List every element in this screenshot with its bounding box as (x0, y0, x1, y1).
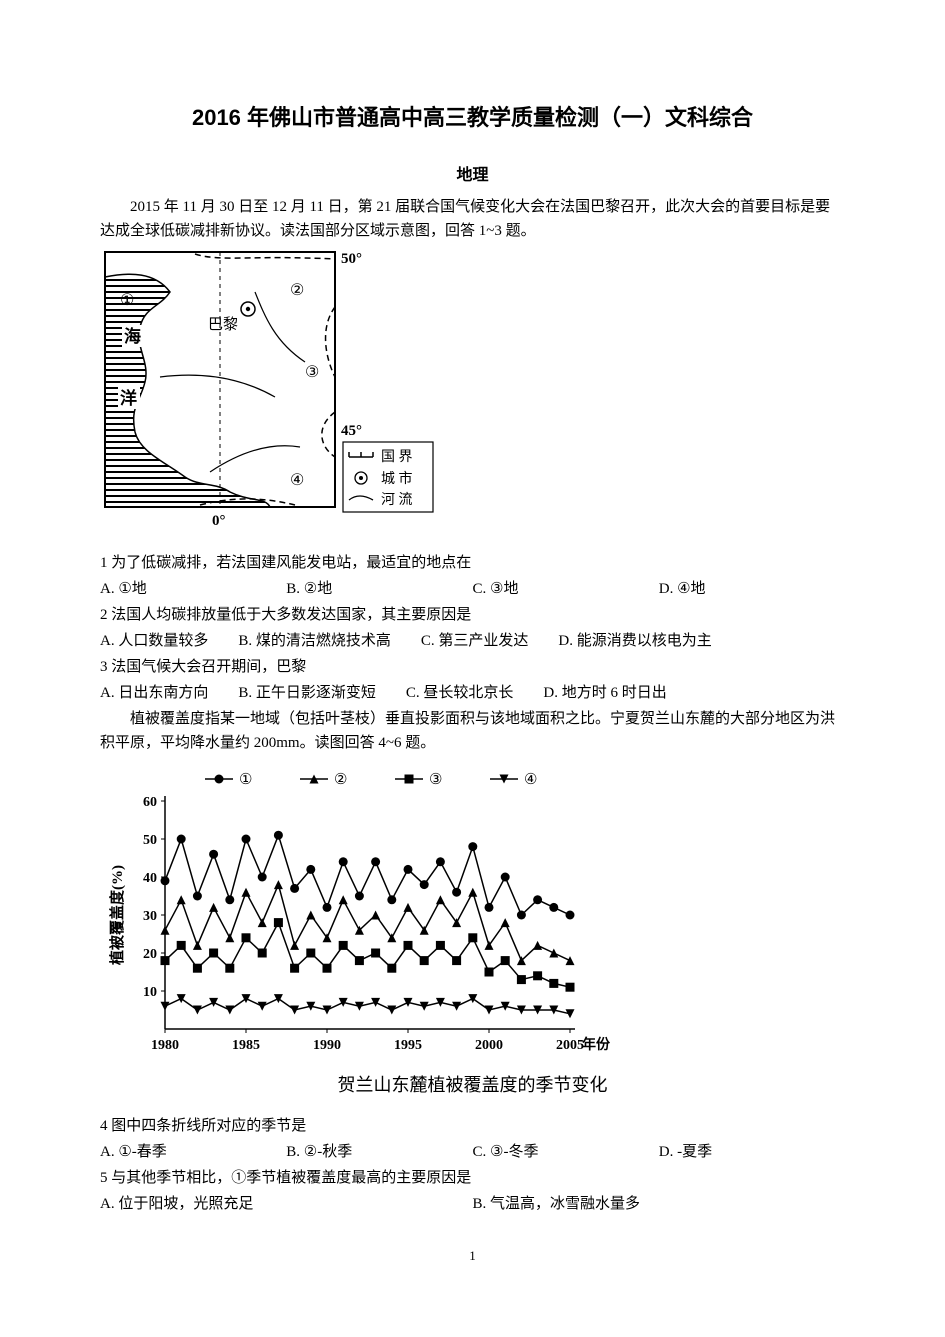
q1-opt-b: B. ②地 (286, 577, 472, 601)
svg-text:60: 60 (143, 795, 157, 810)
vegetation-chart-svg: 10 20 30 40 50 60 1980 1985 1990 1995 2000 2005年份 植被… (100, 759, 620, 1059)
q3-opt-b: B. 正午日影逐渐变短 (238, 681, 406, 705)
svg-text:50°: 50° (341, 251, 362, 267)
svg-text:①: ① (239, 772, 252, 788)
svg-text:巴黎: 巴黎 (208, 316, 238, 333)
svg-text:1990: 1990 (313, 1038, 341, 1053)
intro-paragraph-1: 2015 年 11 月 30 日至 12 月 11 日，第 21 届联合国气候变… (100, 195, 845, 243)
page-number: 1 (100, 1246, 845, 1267)
page-title: 2016 年佛山市普通高中高三教学质量检测（一）文科综合 (100, 100, 845, 135)
q3-opt-d: D. 地方时 6 时日出 (543, 681, 696, 705)
svg-text:③: ③ (305, 364, 319, 381)
svg-text:1995: 1995 (394, 1038, 422, 1053)
svg-text:④: ④ (290, 472, 304, 489)
svg-text:植被覆盖度(%): 植被覆盖度(%) (108, 865, 126, 965)
svg-text:河 流: 河 流 (381, 492, 413, 508)
subject-heading: 地理 (100, 163, 845, 189)
svg-text:50: 50 (143, 833, 157, 848)
svg-text:②: ② (334, 772, 347, 788)
chart-caption: 贺兰山东麓植被覆盖度的季节变化 (100, 1071, 845, 1100)
vegetation-chart-figure: 10 20 30 40 50 60 1980 1985 1990 1995 2000 2005年份 植被… (100, 759, 845, 1100)
question-4: 4 图中四条折线所对应的季节是 A. ①-春季 B. ②-秋季 C. ③-冬季 … (100, 1114, 845, 1164)
svg-text:20: 20 (143, 947, 157, 962)
svg-text:城 市: 城 市 (381, 470, 413, 487)
question-2: 2 法国人均碳排放量低于大多数发达国家，其主要原因是 A. 人口数量较多 B. … (100, 603, 845, 653)
svg-text:④: ④ (524, 772, 537, 788)
svg-text:40: 40 (143, 871, 157, 886)
question-5: 5 与其他季节相比，①季节植被覆盖度最高的主要原因是 A. 位于阳坡，光照充足 … (100, 1166, 845, 1216)
question-1: 1 为了低碳减排，若法国建风能发电站，最适宜的地点在 A. ①地 B. ②地 C… (100, 551, 845, 601)
q1-stem: 1 为了低碳减排，若法国建风能发电站，最适宜的地点在 (100, 551, 845, 575)
intro-paragraph-2: 植被覆盖度指某一地域（包括叶茎枝）垂直投影面积与该地域面积之比。宁夏贺兰山东麓的… (100, 707, 845, 755)
q2-stem: 2 法国人均碳排放量低于大多数发达国家，其主要原因是 (100, 603, 845, 627)
q4-opt-a: A. ①-春季 (100, 1140, 286, 1164)
q4-opt-c: C. ③-冬季 (473, 1140, 659, 1164)
svg-text:年份: 年份 (582, 1036, 611, 1053)
svg-text:海: 海 (124, 326, 141, 346)
q2-opt-c: C. 第三产业发达 (421, 629, 559, 653)
france-map-figure: 50° 45° 0° 巴黎 ① ② ③ ④ 海洋国 界城 市河 流 (100, 247, 845, 545)
svg-text:①: ① (120, 292, 134, 309)
svg-text:30: 30 (143, 909, 157, 924)
svg-text:2000: 2000 (475, 1038, 503, 1053)
svg-text:2005: 2005 (556, 1038, 584, 1053)
svg-text:洋: 洋 (120, 388, 137, 408)
svg-text:②: ② (290, 282, 304, 299)
svg-text:10: 10 (143, 985, 157, 1000)
q1-opt-d: D. ④地 (659, 577, 845, 601)
france-map-svg: 50° 45° 0° 巴黎 ① ② ③ ④ 海洋国 界城 市河 流 (100, 247, 435, 537)
q1-opt-a: A. ①地 (100, 577, 286, 601)
svg-text:国 界: 国 界 (381, 450, 413, 465)
svg-text:45°: 45° (341, 423, 362, 439)
svg-text:0°: 0° (212, 513, 226, 529)
q3-opt-c: C. 昼长较北京长 (406, 681, 544, 705)
q2-opt-a: A. 人口数量较多 (100, 629, 238, 653)
q5-opt-a: A. 位于阳坡，光照充足 (100, 1192, 473, 1216)
svg-text:③: ③ (429, 772, 442, 788)
q3-stem: 3 法国气候大会召开期间，巴黎 (100, 655, 845, 679)
q2-opt-d: D. 能源消费以核电为主 (558, 629, 741, 653)
q4-opt-d: D. -夏季 (659, 1140, 845, 1164)
q1-opt-c: C. ③地 (473, 577, 659, 601)
q5-stem: 5 与其他季节相比，①季节植被覆盖度最高的主要原因是 (100, 1166, 845, 1190)
q3-opt-a: A. 日出东南方向 (100, 681, 238, 705)
q5-opt-b: B. 气温高，冰雪融水量多 (473, 1192, 846, 1216)
svg-text:1980: 1980 (151, 1038, 179, 1053)
question-3: 3 法国气候大会召开期间，巴黎 A. 日出东南方向 B. 正午日影逐渐变短 C.… (100, 655, 845, 705)
q4-opt-b: B. ②-秋季 (286, 1140, 472, 1164)
q4-stem: 4 图中四条折线所对应的季节是 (100, 1114, 845, 1138)
q2-opt-b: B. 煤的清洁燃烧技术高 (238, 629, 421, 653)
svg-text:1985: 1985 (232, 1038, 260, 1053)
